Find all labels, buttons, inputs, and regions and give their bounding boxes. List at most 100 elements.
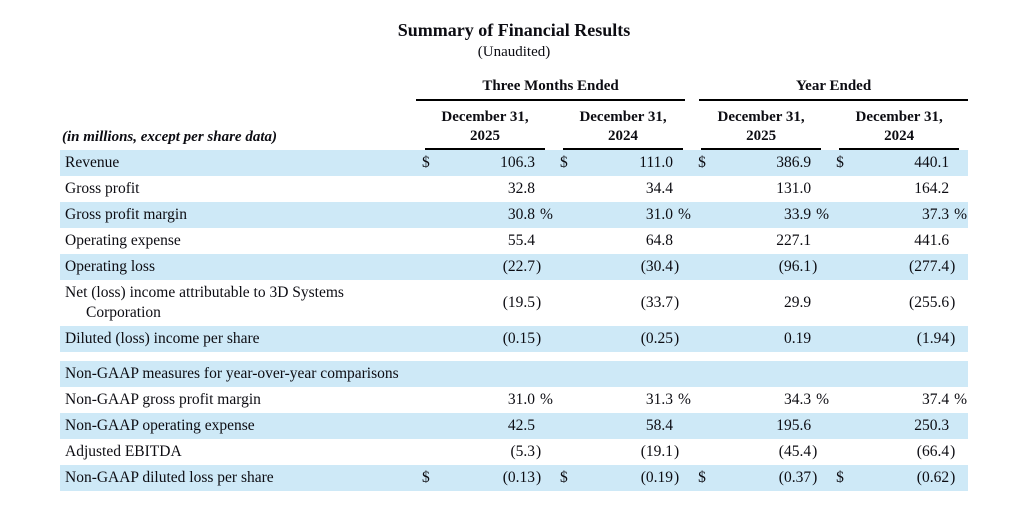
column-header-3m-2025: December 31, 2025 bbox=[416, 101, 554, 150]
cell-suffix: ) bbox=[950, 258, 956, 275]
cell-suffix: % bbox=[678, 391, 691, 408]
row-label: Adjusted EBITDA bbox=[65, 443, 182, 460]
col-group-year-label: Year Ended bbox=[699, 77, 969, 101]
cell-suffix bbox=[950, 176, 968, 202]
currency-symbol bbox=[554, 326, 580, 352]
currency-symbol bbox=[554, 254, 580, 280]
cell-suffix bbox=[812, 228, 830, 254]
cell-value: 441.6 bbox=[914, 232, 950, 249]
cell-suffix bbox=[674, 150, 692, 176]
section-header-row: Non-GAAP measures for year-over-year com… bbox=[60, 361, 969, 387]
cell-value: (0.25 bbox=[640, 330, 673, 347]
cell-value: 34.3 bbox=[783, 391, 812, 408]
currency-symbol bbox=[830, 254, 856, 280]
cell-value: 106.3 bbox=[500, 154, 535, 171]
cell-value: (45.4 bbox=[778, 443, 812, 460]
cell-value: (1.94 bbox=[916, 330, 950, 347]
group-header-spacer bbox=[60, 77, 416, 101]
currency-symbol bbox=[692, 413, 718, 439]
cell-value: (19.1 bbox=[640, 443, 673, 460]
currency-symbol bbox=[554, 387, 580, 413]
cell-value: (19.5 bbox=[502, 294, 535, 311]
cell-value: (0.62 bbox=[916, 469, 950, 486]
cell-value: 37.4 bbox=[921, 391, 950, 408]
col-group-three-months-ended: Three Months Ended bbox=[416, 77, 692, 101]
currency-symbol: $ bbox=[422, 469, 430, 486]
currency-symbol bbox=[416, 176, 442, 202]
currency-symbol bbox=[830, 228, 856, 254]
cell-suffix: % bbox=[540, 206, 553, 223]
cell-suffix bbox=[950, 228, 968, 254]
cell-suffix: ) bbox=[950, 330, 956, 347]
currency-symbol bbox=[416, 254, 442, 280]
table-row: Revenue $106.3 $111.0 $386.9 $440.1 bbox=[60, 150, 969, 176]
cell-value: 111.0 bbox=[639, 154, 673, 171]
cell-suffix: ) bbox=[812, 469, 818, 486]
cell-suffix: ) bbox=[536, 443, 542, 460]
currency-symbol bbox=[692, 439, 718, 465]
table-row: Non-GAAP gross profit margin 31.0% 31.3% 34… bbox=[60, 387, 968, 413]
column-header-row: (in millions, except per share data) Dec… bbox=[60, 101, 968, 150]
cell-value: (5.3 bbox=[510, 443, 535, 460]
table-body: Revenue $106.3 $111.0 $386.9 $440.1 Gross pro… bbox=[60, 150, 969, 491]
cell-suffix bbox=[536, 228, 554, 254]
cell-suffix bbox=[812, 326, 830, 352]
cell-value: (96.1 bbox=[778, 258, 812, 275]
cell-value: (0.13 bbox=[502, 469, 535, 486]
currency-symbol bbox=[830, 280, 856, 326]
cell-suffix: ) bbox=[536, 469, 542, 486]
cell-value: 32.8 bbox=[507, 180, 535, 197]
cell-value: 164.2 bbox=[914, 180, 950, 197]
row-label: Operating expense bbox=[65, 232, 181, 249]
currency-symbol bbox=[416, 228, 442, 254]
cell-suffix: % bbox=[816, 391, 829, 408]
cell-suffix bbox=[950, 150, 968, 176]
currency-symbol: $ bbox=[836, 469, 844, 486]
cell-suffix bbox=[812, 176, 830, 202]
cell-suffix: % bbox=[954, 391, 967, 408]
currency-symbol bbox=[554, 280, 580, 326]
currency-symbol bbox=[554, 202, 580, 228]
currency-symbol bbox=[416, 280, 442, 326]
cell-value: (22.7 bbox=[502, 258, 535, 275]
col-group-year-ended: Year Ended bbox=[692, 77, 969, 101]
currency-symbol bbox=[830, 439, 856, 465]
row-label: Revenue bbox=[65, 154, 120, 171]
cell-suffix bbox=[536, 150, 554, 176]
row-label: Non-GAAP diluted loss per share bbox=[65, 469, 274, 486]
cell-value: 64.8 bbox=[645, 232, 673, 249]
cell-suffix: ) bbox=[812, 258, 818, 275]
spacer-cell bbox=[60, 352, 969, 361]
cell-suffix bbox=[950, 413, 968, 439]
currency-symbol: $ bbox=[836, 154, 844, 171]
currency-symbol bbox=[830, 387, 856, 413]
cell-suffix bbox=[536, 413, 554, 439]
currency-symbol bbox=[416, 413, 442, 439]
section-title: Non-GAAP measures for year-over-year com… bbox=[65, 365, 399, 382]
cell-suffix: ) bbox=[536, 258, 542, 275]
page-subtitle: (Unaudited) bbox=[477, 44, 551, 60]
table-row: Operating loss (22.7) (30.4) (96.1) (277.4) bbox=[60, 254, 969, 280]
cell-suffix: ) bbox=[950, 443, 956, 460]
currency-symbol bbox=[830, 326, 856, 352]
currency-symbol bbox=[416, 439, 442, 465]
cell-value: 37.3 bbox=[921, 206, 950, 223]
currency-symbol bbox=[554, 413, 580, 439]
cell-suffix: % bbox=[954, 206, 967, 223]
currency-symbol bbox=[692, 280, 718, 326]
cell-value: 31.0 bbox=[507, 391, 535, 408]
cell-value: (66.4 bbox=[916, 443, 950, 460]
cell-value: 227.1 bbox=[776, 232, 812, 249]
cell-value: 195.6 bbox=[776, 417, 812, 434]
currency-symbol bbox=[416, 326, 442, 352]
currency-symbol bbox=[830, 176, 856, 202]
currency-symbol bbox=[554, 176, 580, 202]
currency-symbol bbox=[830, 202, 856, 228]
column-header-3m-2024: December 31, 2024 bbox=[554, 101, 692, 150]
currency-symbol bbox=[692, 387, 718, 413]
cell-value: 440.1 bbox=[914, 154, 950, 171]
col-group-three-months-label: Three Months Ended bbox=[416, 77, 686, 101]
table-row: Gross profit margin 30.8% 31.0% 33.9% 37.3% bbox=[60, 202, 969, 228]
row-label-header: (in millions, except per share data) bbox=[62, 129, 277, 145]
table-row: Net (loss) income attributable to 3D Sys… bbox=[60, 280, 968, 326]
